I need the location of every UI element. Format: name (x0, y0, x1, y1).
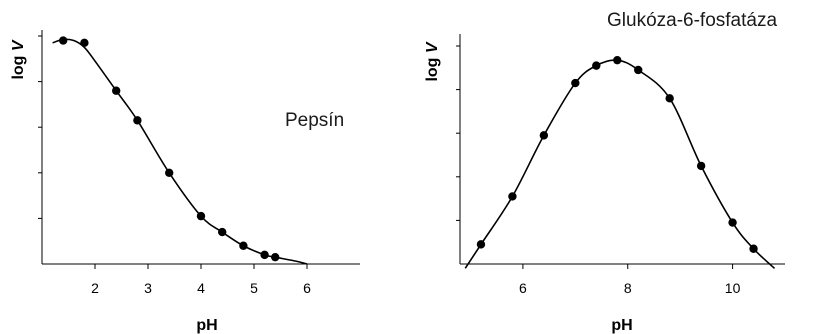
y-ticks (38, 35, 42, 219)
data-point (218, 227, 227, 237)
y-ticks (456, 45, 460, 221)
data-point (613, 55, 622, 65)
data-point (80, 38, 89, 48)
data-point (749, 244, 758, 253)
x-ticks: 6 8 10 (519, 264, 741, 296)
series-curve (464, 59, 776, 269)
data-point (539, 131, 549, 140)
y-axis-title-prefix: log (424, 53, 441, 81)
x-tick-label: 5 (250, 280, 258, 296)
chart-glucose-6-phosphatase: 6 8 10 Glukóza-6-fosfatáza pH log V (424, 10, 785, 334)
data-point (59, 36, 68, 45)
y-axis-title-var: V (424, 41, 441, 53)
data-point (508, 192, 517, 201)
data-points (59, 36, 280, 262)
data-point (271, 252, 280, 262)
data-point (634, 65, 643, 75)
data-point (728, 218, 737, 227)
data-point (239, 241, 248, 250)
x-tick-label: 6 (519, 280, 527, 296)
data-point (476, 240, 486, 249)
x-tick-label: 6 (303, 280, 311, 296)
data-point (571, 78, 580, 88)
y-axis-title: log V (424, 41, 441, 81)
y-axis-title-var: V (10, 39, 27, 51)
data-point (665, 94, 674, 103)
data-point (592, 61, 601, 70)
data-point (133, 116, 142, 125)
y-axis-title-prefix: log (10, 51, 27, 79)
chart-pepsin: 2 3 4 5 6 Pepsín pH log V (10, 30, 360, 334)
x-tick-label: 2 (91, 280, 99, 296)
data-point (260, 250, 269, 260)
data-point (696, 161, 706, 171)
x-axis-title: pH (196, 317, 217, 334)
x-tick-label: 4 (197, 280, 205, 296)
chart-annotation: Glukóza-6-fosfatáza (607, 10, 777, 31)
chart-annotation: Pepsín (285, 110, 344, 131)
data-point (196, 211, 206, 221)
data-points (476, 55, 758, 253)
data-point (112, 86, 121, 95)
series-curve (52, 38, 308, 265)
x-tick-label: 3 (144, 280, 152, 296)
x-tick-label: 10 (725, 280, 741, 296)
y-axis-title: log V (10, 39, 27, 79)
x-tick-label: 8 (624, 280, 632, 296)
data-point (165, 168, 174, 177)
x-ticks: 2 3 4 5 6 (91, 264, 311, 296)
x-axis-title: pH (611, 317, 632, 334)
